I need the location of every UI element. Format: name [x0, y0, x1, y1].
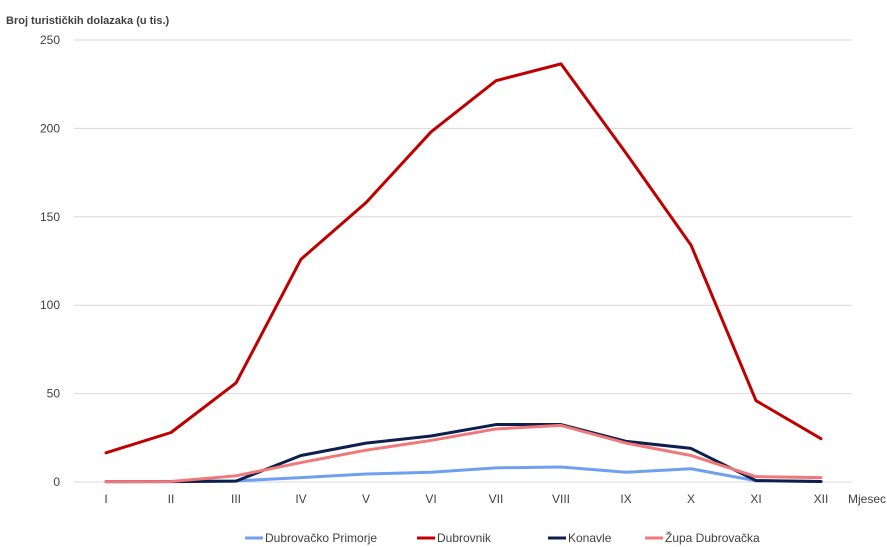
x-tick-label: IX — [620, 492, 631, 506]
gridlines — [74, 39, 852, 483]
x-axis-ticks: I II III IV V VI VII VIII IX X XI XII — [104, 492, 828, 506]
x-axis-title: Mjesec — [848, 492, 886, 506]
x-tick-label: VI — [425, 492, 436, 506]
x-tick-label: II — [168, 492, 175, 506]
legend-label-konavle: Konavle — [568, 531, 612, 545]
series-line-dubrova-ko-primorje — [104, 465, 823, 484]
x-tick-label: XII — [814, 492, 829, 506]
series-line-dubrovnik — [104, 62, 823, 455]
y-tick-label: 250 — [40, 33, 60, 47]
x-tick-label: VIII — [552, 492, 570, 506]
y-tick-label: 100 — [40, 298, 60, 312]
series-line-konavle — [104, 423, 823, 484]
y-axis-ticks: 0 50 100 150 200 250 — [40, 33, 60, 489]
x-tick-label: VII — [489, 492, 504, 506]
y-axis-title: Broj turističkih dolazaka (u tis.) — [6, 15, 170, 27]
x-tick-label: III — [231, 492, 241, 506]
series-line--upa-dubrova-ka — [104, 423, 823, 484]
legend-label--upa-dubrova-ka: Župa Dubrovačka — [665, 530, 760, 545]
x-tick-label: IV — [295, 492, 306, 506]
legend-label-dubrova-ko-primorje: Dubrovačko Primorje — [265, 531, 377, 545]
x-tick-label: X — [687, 492, 695, 506]
x-tick-label: XI — [750, 492, 761, 506]
legend-label-dubrovnik: Dubrovnik — [437, 531, 492, 545]
y-tick-label: 200 — [40, 121, 60, 135]
y-tick-label: 0 — [53, 475, 60, 489]
legend: Dubrovačko Primorje Dubrovnik Konavle Župa … — [245, 530, 760, 545]
x-tick-label: V — [362, 492, 370, 506]
y-tick-label: 150 — [40, 210, 60, 224]
x-tick-label: I — [104, 492, 107, 506]
series-lines — [104, 62, 823, 484]
y-tick-label: 50 — [47, 387, 61, 401]
